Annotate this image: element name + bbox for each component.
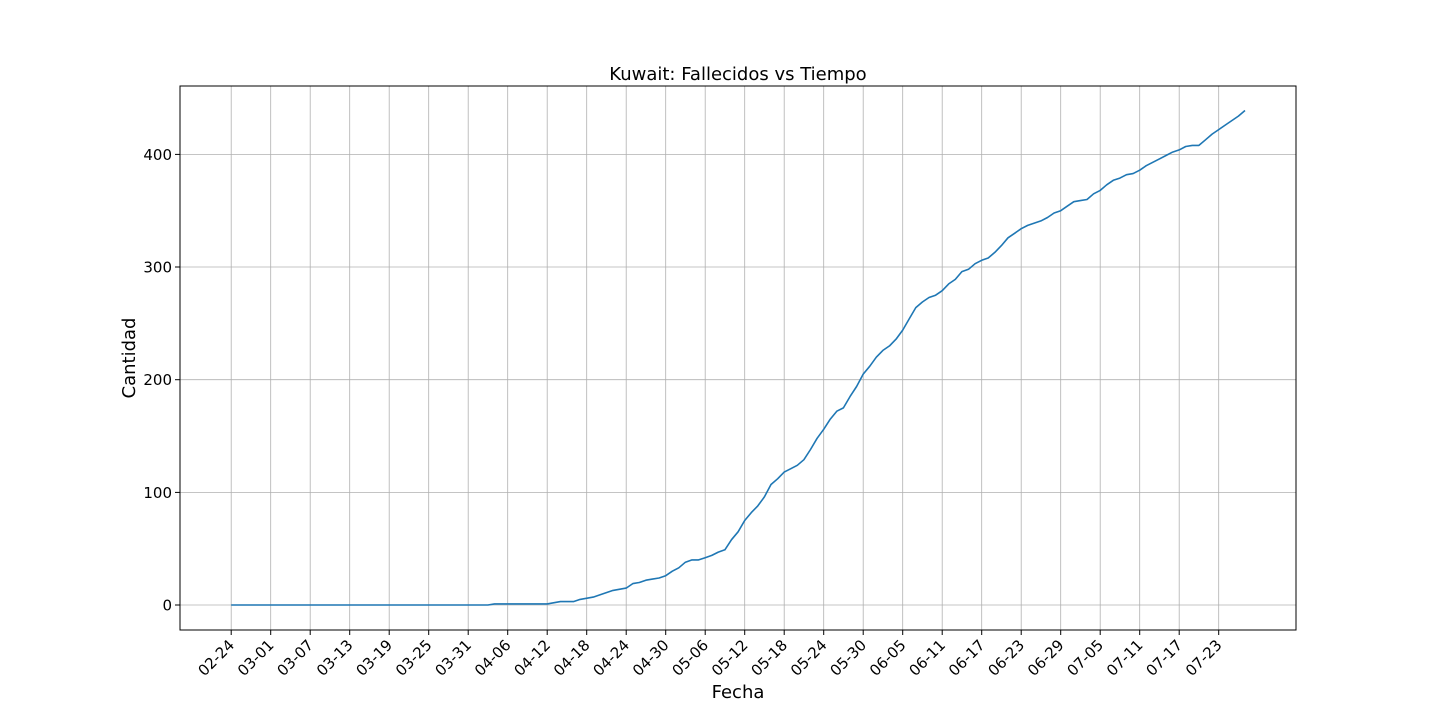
plot-frame	[179, 85, 1297, 631]
y-tick-label: 200	[143, 371, 172, 389]
y-axis-label: Cantidad	[119, 318, 140, 399]
chart-title: Kuwait: Fallecidos vs Tiempo	[609, 64, 866, 85]
y-axis: 0 100 200 300 400	[143, 146, 180, 615]
series-layer	[231, 109, 1246, 606]
y-tick-label: 0	[162, 597, 172, 615]
y-tick-label: 400	[143, 146, 172, 164]
grid	[180, 86, 1296, 630]
y-tick-label: 100	[143, 484, 172, 502]
x-axis-label: Fecha	[712, 682, 765, 703]
series-line	[231, 109, 1246, 606]
y-tick-label: 300	[143, 259, 172, 277]
